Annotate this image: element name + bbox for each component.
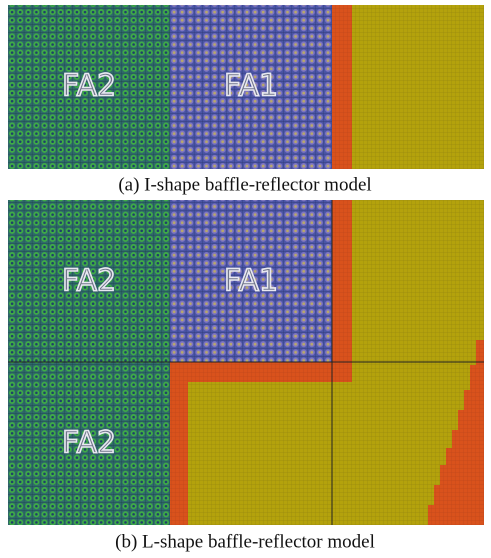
caption: (b) L-shape baffle-reflector model xyxy=(115,531,375,552)
panel-b: FA2 FA1 FA2 xyxy=(8,200,484,525)
assembly-label: FA2 xyxy=(62,69,116,104)
reflector xyxy=(352,5,484,169)
figure: FA2 FA1 (a) I-shape baffle-reflector mod… xyxy=(0,0,491,558)
assembly-label: FA2 xyxy=(62,426,116,461)
baffle xyxy=(332,5,352,169)
panel-a: FA2 FA1 xyxy=(8,5,484,169)
assembly-label: FA1 xyxy=(224,264,278,299)
assembly-label: FA2 xyxy=(62,264,116,299)
assembly-label: FA1 xyxy=(224,69,278,104)
reflector xyxy=(170,362,332,525)
caption: (a) I-shape baffle-reflector model xyxy=(118,174,371,195)
